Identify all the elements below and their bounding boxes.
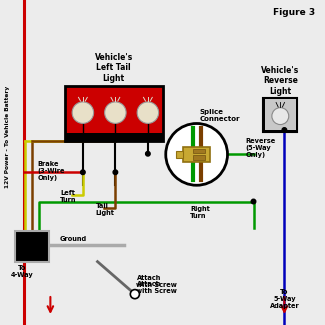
FancyBboxPatch shape: [65, 86, 162, 141]
Text: Brake
(3-Wire
Only): Brake (3-Wire Only): [37, 161, 65, 181]
Text: Attach
with Screw: Attach with Screw: [136, 275, 177, 288]
FancyBboxPatch shape: [176, 151, 183, 158]
Circle shape: [130, 290, 139, 299]
FancyBboxPatch shape: [15, 231, 49, 262]
Text: To
4-Way: To 4-Way: [10, 265, 33, 278]
Text: Attach
with Screw: Attach with Screw: [136, 281, 177, 294]
Text: Vehicle's
Left Tail
Light: Vehicle's Left Tail Light: [95, 53, 133, 83]
Circle shape: [272, 108, 289, 124]
FancyBboxPatch shape: [183, 147, 210, 162]
FancyBboxPatch shape: [193, 155, 205, 160]
Text: Converter
Box: Converter Box: [18, 241, 46, 252]
Text: Tail
Light: Tail Light: [96, 203, 115, 216]
FancyBboxPatch shape: [193, 149, 205, 153]
Circle shape: [146, 151, 150, 156]
Text: Splice
Connector: Splice Connector: [200, 109, 240, 122]
Text: Ground: Ground: [60, 236, 87, 242]
Text: Right
Turn: Right Turn: [190, 206, 210, 219]
Text: To
5-Way
Adapter: To 5-Way Adapter: [269, 289, 299, 309]
FancyBboxPatch shape: [65, 133, 162, 141]
Text: Figure 3: Figure 3: [273, 8, 315, 17]
Text: Reverse
(5-Way
Only): Reverse (5-Way Only): [245, 138, 276, 158]
Circle shape: [105, 102, 126, 124]
Text: 12V Power - To Vehicle Battery: 12V Power - To Vehicle Battery: [5, 85, 10, 188]
Circle shape: [137, 102, 159, 124]
FancyBboxPatch shape: [265, 99, 296, 130]
Circle shape: [72, 102, 94, 124]
Circle shape: [251, 199, 256, 204]
FancyBboxPatch shape: [263, 98, 297, 132]
Text: Vehicle's
Reverse
Light: Vehicle's Reverse Light: [261, 66, 299, 96]
Text: Left
Turn: Left Turn: [60, 190, 77, 203]
Circle shape: [81, 170, 85, 175]
Polygon shape: [166, 137, 189, 171]
Circle shape: [166, 124, 228, 185]
Circle shape: [113, 170, 118, 175]
Circle shape: [282, 128, 287, 132]
